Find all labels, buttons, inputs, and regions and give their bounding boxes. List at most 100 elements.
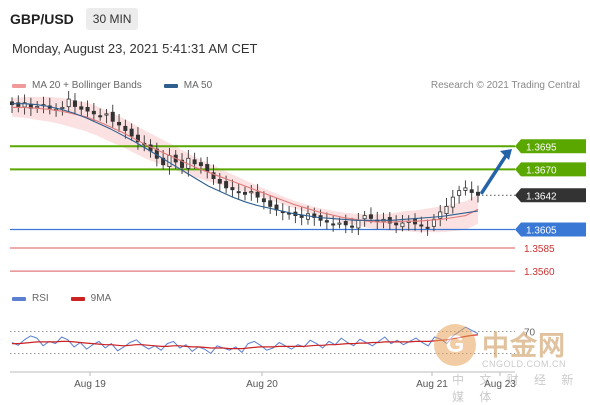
candle-body <box>419 224 424 227</box>
candle <box>268 195 273 214</box>
candle-body <box>91 110 96 115</box>
candle-body <box>79 106 84 110</box>
candle-body <box>249 191 254 194</box>
candle-body <box>255 191 260 198</box>
candle <box>394 215 399 233</box>
candle <box>249 184 254 201</box>
candle-body <box>350 225 355 228</box>
x-tick-label: Aug 23 <box>484 379 516 390</box>
candle-body <box>236 191 241 194</box>
candle-body <box>72 100 77 107</box>
candle-body <box>211 172 216 180</box>
x-tick-label: Aug 21 <box>416 379 448 390</box>
watermark: G 中金网 CNGOLD.COM.CN 中 文 财 经 新 媒 体 <box>434 322 584 404</box>
candle-body <box>463 187 468 191</box>
copyright-text: Research © 2021 Trading Central <box>430 80 580 91</box>
candle-body <box>425 226 430 229</box>
candle <box>438 204 443 227</box>
candle-body <box>444 205 449 214</box>
legend-ma20-bollinger: MA 20 + Bollinger Bands <box>32 80 142 91</box>
candle-body <box>205 164 210 172</box>
candle <box>79 101 84 116</box>
candle <box>205 156 210 179</box>
candle <box>475 185 480 203</box>
candle-body <box>362 215 367 220</box>
candle <box>91 102 96 122</box>
candle <box>230 179 235 198</box>
candle <box>192 152 197 169</box>
candle-body <box>230 187 235 191</box>
candle <box>98 108 103 121</box>
candle-body <box>324 220 329 223</box>
candle-body <box>450 196 455 208</box>
candle-body <box>104 113 109 116</box>
header: GBP/USD 30 MIN <box>10 8 139 30</box>
rsi-level-label: 70 <box>524 328 536 339</box>
candle <box>123 119 128 139</box>
candle <box>72 93 77 115</box>
ma50-line <box>12 103 479 221</box>
candle-body <box>110 111 115 122</box>
candle-body <box>343 221 348 226</box>
forecast-arrow <box>480 152 509 195</box>
ma20-swatch <box>12 83 26 88</box>
forecast-arrow-head <box>500 149 512 161</box>
timeframe-badge[interactable]: 30 MIN <box>85 8 139 30</box>
candle <box>400 214 405 232</box>
rsi-ma-swatch <box>70 296 85 301</box>
candle-body <box>261 198 266 203</box>
candle-body <box>66 98 71 108</box>
candle-body <box>85 107 90 112</box>
candle <box>255 183 260 203</box>
candle-body <box>469 189 474 193</box>
x-tick-label: Aug 20 <box>246 379 278 390</box>
bollinger-band <box>12 96 478 233</box>
candle <box>457 185 462 204</box>
level-tag-bg <box>515 222 586 237</box>
candle-body <box>242 191 247 195</box>
rsi-legend: RSI 9MA <box>12 293 111 304</box>
candle-body <box>368 214 373 219</box>
candle-body <box>129 128 134 137</box>
candle-body <box>331 223 336 226</box>
candle <box>425 219 430 236</box>
candle-body <box>167 155 172 167</box>
candle-body <box>192 159 197 165</box>
level-label-1.3695: 1.3695 <box>526 142 557 153</box>
candle <box>135 127 140 150</box>
watermark-site: CNGOLD.COM.CN <box>482 359 567 369</box>
candle <box>242 186 247 201</box>
rsi-swatch <box>12 296 26 301</box>
candle <box>104 109 109 124</box>
level-tag-bg <box>515 188 586 203</box>
date-label: Monday, August 23, 2021 5:41:31 AM CET <box>12 41 258 56</box>
watermark-logo-icon: G <box>434 324 476 366</box>
candle <box>35 101 40 113</box>
rsi-ma-line <box>12 334 479 350</box>
candle <box>85 100 90 119</box>
candle-body <box>312 213 317 218</box>
candle <box>60 101 65 116</box>
candle <box>362 210 367 227</box>
candle-body <box>135 134 140 143</box>
candle-body <box>431 218 436 227</box>
candle-body <box>224 181 229 189</box>
candle <box>444 198 449 221</box>
candle <box>110 104 115 128</box>
candle <box>469 181 474 201</box>
rsi-line <box>11 326 479 355</box>
candle <box>450 189 455 214</box>
level-tag-1.3670: 1.3670 <box>515 162 586 177</box>
candle-body <box>16 102 21 107</box>
candle-body <box>268 200 273 207</box>
candle <box>117 114 122 132</box>
ma50-swatch <box>163 83 178 88</box>
candle <box>198 157 203 174</box>
level-tag-1.3605: 1.3605 <box>515 222 586 237</box>
candle <box>236 183 241 200</box>
level-tag-bg <box>515 139 586 154</box>
candle-body <box>217 179 222 184</box>
candle-body <box>35 106 40 109</box>
level-tag-1.3642: 1.3642 <box>515 188 586 203</box>
candle <box>129 123 134 141</box>
